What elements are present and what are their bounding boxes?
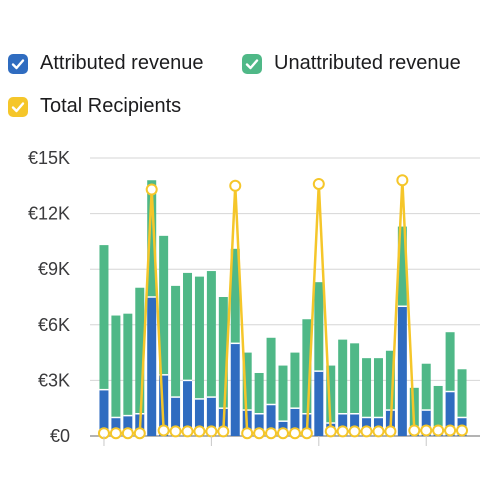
bar-unattributed-revenue[interactable] [194,276,204,399]
bar-unattributed-revenue[interactable] [457,369,467,418]
bar-unattributed-revenue[interactable] [445,332,455,392]
bar-unattributed-revenue[interactable] [206,271,216,398]
bar-unattributed-revenue[interactable] [314,282,324,372]
y-tick-label: €15K [28,148,70,168]
recipients-point[interactable] [193,425,206,438]
recipients-point[interactable] [265,427,278,440]
recipients-point[interactable] [205,425,218,438]
recipients-point[interactable] [420,424,433,437]
legend-item-unattributed-revenue[interactable]: Unattributed revenue [242,52,461,75]
y-tick-label: €0 [50,426,70,446]
recipients-point[interactable] [312,177,325,190]
bar-unattributed-revenue[interactable] [242,352,252,411]
recipients-point[interactable] [241,427,254,440]
bar-attributed-revenue[interactable] [421,410,431,436]
bar-unattributed-revenue[interactable] [397,226,407,307]
bar-unattributed-revenue[interactable] [290,352,300,409]
bar-unattributed-revenue[interactable] [171,285,181,398]
recipients-point[interactable] [348,425,361,438]
legend-item-attributed-revenue[interactable]: Attributed revenue [8,52,203,75]
recipients-point[interactable] [444,424,457,437]
bar-attributed-revenue[interactable] [123,415,133,436]
legend-item-total-recipients[interactable]: Total Recipients [8,95,181,118]
checkbox-checked-icon[interactable] [8,96,28,117]
bar-unattributed-revenue[interactable] [254,372,264,414]
recipients-point[interactable] [456,424,469,437]
y-tick-label: €3K [38,370,70,390]
y-axis-tick-labels: €0 €3K €6K €9K €12K €15K [28,148,70,446]
bars [99,180,467,436]
bar-attributed-revenue[interactable] [183,380,193,436]
recipients-point[interactable] [121,427,134,440]
bar-attributed-revenue[interactable] [206,397,216,436]
recipients-point[interactable] [109,427,122,440]
bar-unattributed-revenue[interactable] [302,319,312,414]
legend-label-attributed-revenue: Attributed revenue [40,52,204,74]
bar-unattributed-revenue[interactable] [99,245,109,390]
bar-unattributed-revenue[interactable] [123,313,133,416]
bar-attributed-revenue[interactable] [99,389,109,436]
recipients-point[interactable] [157,424,170,437]
bar-unattributed-revenue[interactable] [159,235,169,375]
bar-unattributed-revenue[interactable] [326,365,336,424]
recipients-point[interactable] [432,424,445,437]
recipients-point[interactable] [229,179,242,192]
bar-unattributed-revenue[interactable] [433,385,443,427]
bar-attributed-revenue[interactable] [290,408,300,436]
recipients-point[interactable] [372,425,385,438]
bar-attributed-revenue[interactable] [147,297,157,436]
recipients-point[interactable] [277,427,289,440]
recipients-point[interactable] [133,427,146,440]
recipients-point[interactable] [253,427,266,440]
bar-unattributed-revenue[interactable] [183,272,193,381]
legend-label-unattributed-revenue: Unattributed revenue [274,52,461,74]
recipients-point[interactable] [324,425,337,438]
bar-unattributed-revenue[interactable] [147,180,157,297]
bar-attributed-revenue[interactable] [445,391,455,436]
recipients-line [97,174,469,440]
legend-label-total-recipients: Total Recipients [40,95,182,117]
x-axis [103,436,427,446]
bar-attributed-revenue[interactable] [338,413,348,436]
bar-unattributed-revenue[interactable] [421,363,431,411]
bar-attributed-revenue[interactable] [397,306,407,436]
bar-unattributed-revenue[interactable] [338,339,348,414]
recipients-point[interactable] [384,425,397,438]
bar-unattributed-revenue[interactable] [278,365,288,422]
recipients-point[interactable] [408,424,421,437]
y-tick-label: €6K [38,315,70,335]
y-tick-label: €9K [38,259,70,279]
bar-attributed-revenue[interactable] [171,397,181,436]
recipients-point[interactable] [145,183,158,196]
bar-unattributed-revenue[interactable] [230,248,240,344]
bar-unattributed-revenue[interactable] [385,350,395,411]
checkbox-checked-icon[interactable] [8,53,28,74]
recipients-point[interactable] [396,174,409,187]
bar-attributed-revenue[interactable] [266,404,276,436]
bar-attributed-revenue[interactable] [254,413,264,436]
bar-unattributed-revenue[interactable] [111,315,121,418]
recipients-point[interactable] [360,425,373,438]
recipients-point[interactable] [288,427,301,440]
recipients-point[interactable] [169,425,182,438]
bar-unattributed-revenue[interactable] [218,297,228,409]
bar-attributed-revenue[interactable] [350,413,360,436]
checkbox-checked-icon[interactable] [242,53,262,74]
bar-unattributed-revenue[interactable] [373,358,383,418]
recipients-point[interactable] [336,425,349,438]
bar-unattributed-revenue[interactable] [266,337,276,405]
bar-attributed-revenue[interactable] [314,371,324,436]
bar-unattributed-revenue[interactable] [135,287,145,414]
bar-unattributed-revenue[interactable] [362,358,372,418]
recipients-point[interactable] [181,425,194,438]
recipients-point[interactable] [300,427,313,440]
bar-unattributed-revenue[interactable] [350,343,360,414]
y-tick-label: €12K [28,204,70,224]
bar-attributed-revenue[interactable] [111,417,121,436]
bar-attributed-revenue[interactable] [194,398,204,436]
bar-attributed-revenue[interactable] [230,343,240,436]
recipients-point[interactable] [217,425,230,438]
